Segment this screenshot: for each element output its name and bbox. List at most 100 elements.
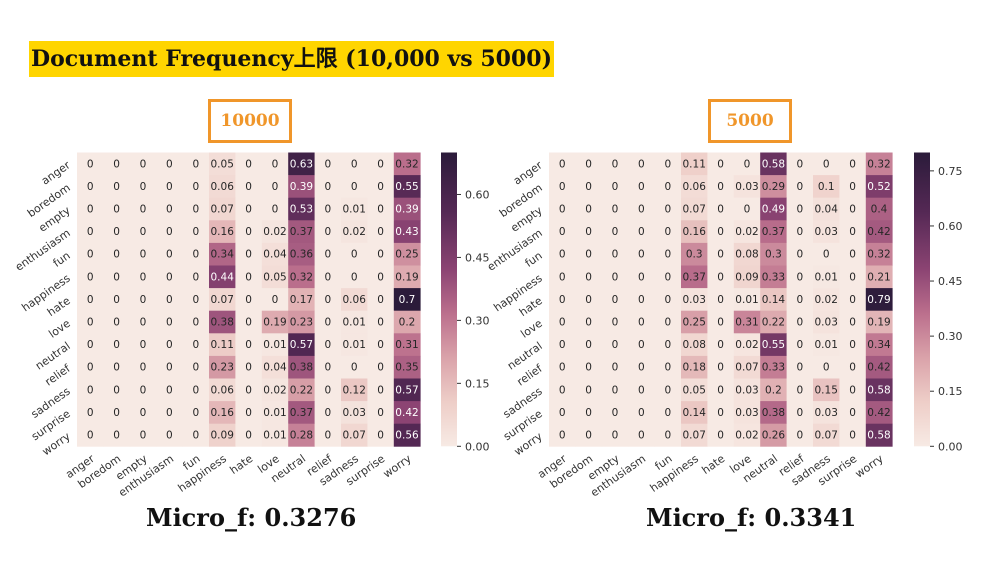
heatmap-cell [209,333,236,357]
heatmap-cell [261,288,289,312]
cell-value-label: 0.02 [343,226,366,238]
cell-value-label: 0 [849,384,856,396]
cell-value-label: 0 [612,384,619,396]
heatmap-cell [103,378,131,402]
heatmap-cell [261,378,289,402]
heatmap-cell [681,242,708,266]
heatmap-cell [601,220,629,244]
cell-value-label: 0.02 [263,226,286,238]
heatmap-cell [288,220,315,244]
cell-value-label: 0.08 [683,339,706,351]
heatmap-cell [601,333,629,357]
cell-value-label: 0 [113,317,120,329]
heatmap-cell [314,175,342,199]
heatmap-cell [813,355,840,379]
heatmap-cell [681,423,708,447]
heatmap-cell [628,152,655,176]
heatmap-cell [77,355,104,379]
heatmap-cell [786,401,814,425]
row-tick-label: anger [511,158,545,187]
heatmap-cell [786,355,814,379]
cell-value-label: 0 [245,362,252,374]
cell-value-label: 0 [849,317,856,329]
heatmap-cell [628,423,655,447]
heatmap-cell [367,378,395,402]
heatmap-cell [182,197,210,221]
cell-value-label: 0 [664,294,671,306]
heatmap-cell [367,152,395,176]
heatmap-cell [813,378,840,402]
heatmap-cell [288,333,315,357]
heatmap-cell [129,378,157,402]
cell-value-label: 0 [351,158,358,170]
cell-value-label: 0 [664,339,671,351]
cell-value-label: 0.55 [762,339,785,351]
cell-value-label: 0.1 [818,181,835,193]
cell-value-label: 0 [559,430,566,442]
cell-value-label: 0 [796,339,803,351]
heatmap-cell [654,378,682,402]
cell-value-label: 0.22 [762,317,785,329]
cell-value-label: 0 [113,204,120,216]
heatmap-cell [156,423,183,447]
heatmap-cell [865,401,893,425]
heatmap-cell [786,333,814,357]
heatmap-cell [681,288,708,312]
heatmap-cell [707,265,735,289]
cell-value-label: 0 [192,226,199,238]
cell-value-label: 0 [113,430,120,442]
heatmap-cell [628,175,655,199]
heatmap-cell [341,288,368,312]
heatmap-cell [129,288,157,312]
heatmap-cell [103,242,131,266]
cell-value-label: 0 [638,249,645,261]
heatmap-cell [865,265,893,289]
cell-value-label: 0 [612,294,619,306]
cell-value-label: 0.18 [683,362,706,374]
heatmap-cell [760,401,787,425]
heatmap-cell [129,401,157,425]
heatmap-cell [549,423,576,447]
cell-value-label: 0.33 [762,271,785,283]
heatmap-cell [367,265,395,289]
heatmap-cell [839,288,867,312]
heatmap-cells: 0 0 0 0 0 0.05 0 0 0.63 0 0 0 0.320 0 0 0 0 0.06 0 0 0.39 0 0 0… [77,152,421,447]
cell-value-label: 0.01 [263,339,286,351]
heatmap-cell [654,220,682,244]
heatmap-cell [393,288,421,312]
heatmap-cell [182,220,210,244]
heatmap-cell [182,401,210,425]
cell-value-label: 0 [87,407,94,419]
cell-value-label: 0.03 [735,181,758,193]
cell-value-label: 0 [796,271,803,283]
heatmap-cell [288,197,315,221]
cell-value-label: 0 [324,294,331,306]
heatmap-cell [839,265,867,289]
cell-value-label: 0 [245,430,252,442]
cell-value-label: 0 [717,204,724,216]
cell-value-label: 0 [585,181,592,193]
cell-value-label: 0 [559,271,566,283]
cell-value-label: 0 [585,271,592,283]
cell-value-label: 0 [796,362,803,374]
cell-value-label: 0.37 [290,226,313,238]
heatmap-cell [314,242,342,266]
cell-value-label: 0.32 [867,158,890,170]
cell-value-label: 0.39 [395,204,418,216]
heatmap-cell [707,197,735,221]
cell-value-label: 0.23 [211,362,234,374]
heatmap-cell [393,265,421,289]
heatmap-cell [367,242,395,266]
heatmap-cell [103,288,131,312]
heatmap-cell [261,220,289,244]
heatmap-cell [681,175,708,199]
heatmap-cell [733,265,761,289]
cell-value-label: 0 [849,181,856,193]
cell-value-label: 0 [796,204,803,216]
cell-value-label: 0 [324,158,331,170]
cell-value-label: 0 [585,384,592,396]
heatmap-cell [654,265,682,289]
heatmap-cell [839,175,867,199]
cell-value-label: 0 [612,249,619,261]
heatmap-cell [760,378,787,402]
